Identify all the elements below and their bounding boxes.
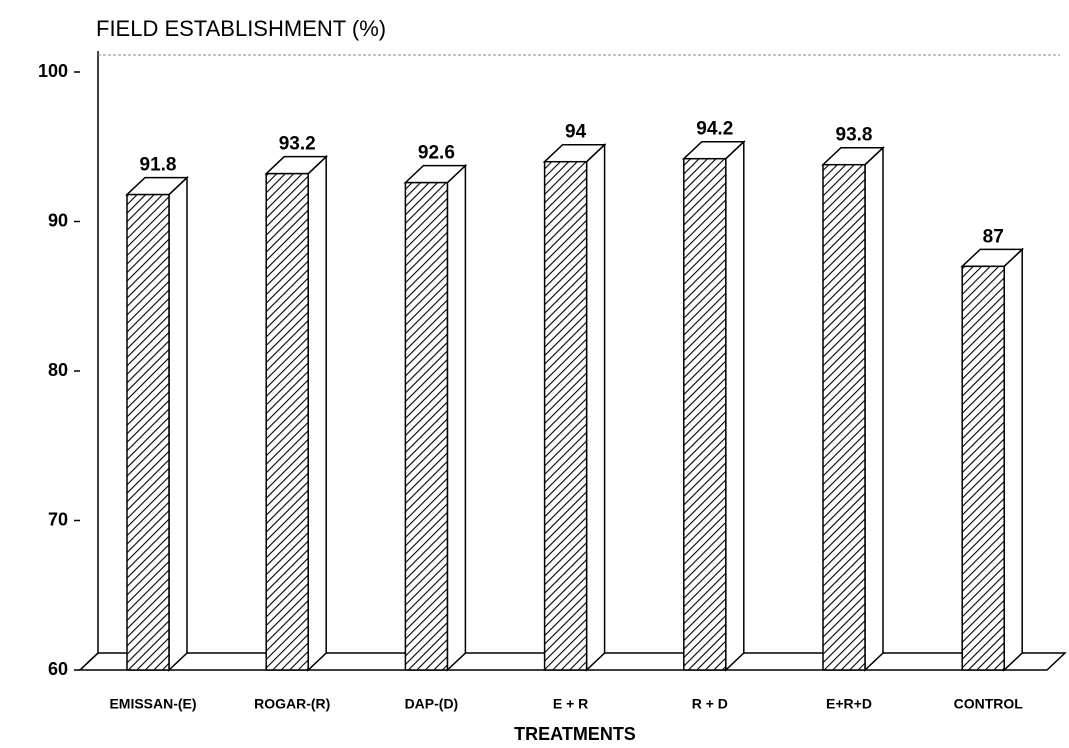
y-tick-label: 60: [48, 659, 68, 679]
value-label: 94: [565, 122, 587, 143]
value-label: 94.2: [696, 119, 733, 140]
value-label: 91.8: [140, 155, 177, 176]
bar-side: [168, 175, 188, 672]
bar: [683, 157, 727, 671]
bar: [543, 160, 588, 671]
x-tick-label: R + D: [692, 696, 728, 712]
bar: [961, 265, 1005, 671]
bar: [126, 193, 170, 671]
y-tick-label: 100: [38, 61, 68, 81]
x-tick-label: CONTROL: [954, 696, 1024, 712]
value-label: 92.6: [418, 143, 455, 164]
value-label: 93.2: [279, 134, 316, 155]
x-axis-label: TREATMENTS: [514, 724, 636, 744]
x-tick-label: E+R+D: [826, 696, 872, 712]
bar-side: [725, 139, 745, 672]
x-tick-label: ROGAR-(R): [254, 696, 330, 712]
bar-side: [864, 145, 884, 672]
y-tick-label: 70: [48, 509, 68, 529]
value-label: 87: [983, 226, 1004, 247]
x-tick-label: DAP-(D): [405, 696, 459, 712]
bar-side: [585, 142, 606, 672]
chart-title: FIELD ESTABLISHMENT (%): [96, 16, 386, 41]
bar-side: [446, 163, 467, 672]
bar-side: [307, 154, 327, 672]
bar: [265, 172, 309, 671]
bar: [822, 163, 866, 671]
bar-side: [1003, 247, 1023, 672]
axis-wall: [79, 51, 99, 671]
y-tick-label: 80: [48, 360, 68, 380]
y-tick-label: 90: [48, 210, 68, 230]
bar: [404, 181, 449, 671]
x-tick-label: E + R: [553, 696, 588, 712]
x-tick-label: EMISSAN-(E): [109, 696, 196, 712]
value-label: 93.8: [836, 125, 873, 146]
